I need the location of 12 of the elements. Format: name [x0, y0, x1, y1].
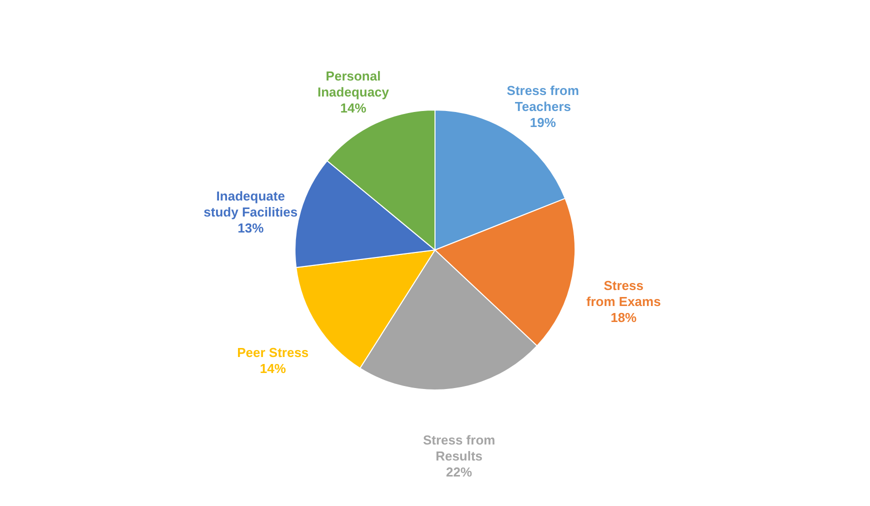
slice-label: Stress from Results	[422, 432, 496, 464]
slice-label: Stress from Teachers	[506, 83, 580, 114]
data-label: 19%	[530, 115, 556, 130]
data-label: 13%	[238, 220, 264, 236]
data-label: 14%	[340, 100, 367, 116]
slice-label: Inadequate study Facilities	[204, 188, 298, 220]
slice-label: Stress from Exams	[586, 278, 661, 309]
data-label: 14%	[260, 360, 286, 376]
slice-label: Peer Stress	[237, 344, 309, 360]
slice-label: Personal Inadequacy	[317, 68, 390, 100]
data-label: 18%	[610, 310, 638, 325]
data-label: 22%	[446, 464, 473, 480]
